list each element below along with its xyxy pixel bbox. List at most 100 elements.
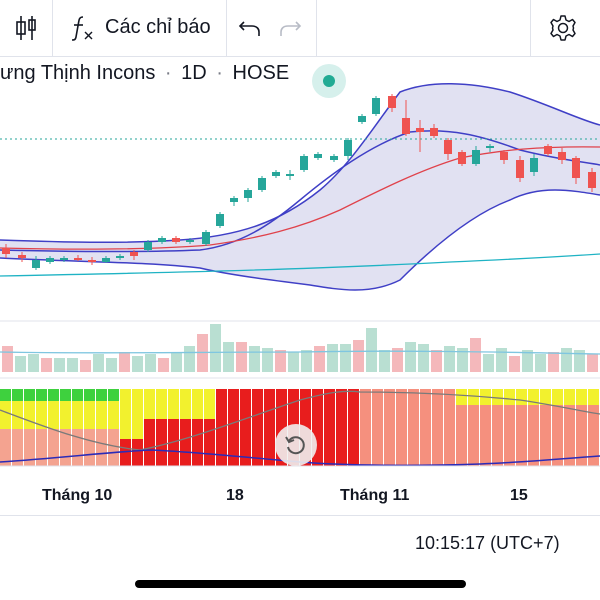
oscillator-bar	[24, 389, 35, 401]
oscillator-bar	[84, 429, 95, 466]
replay-button[interactable]	[275, 424, 317, 466]
candle-body	[588, 172, 596, 188]
candle-body	[158, 238, 166, 242]
candle-body	[172, 238, 180, 242]
oscillator-bar	[456, 405, 467, 466]
function-icon[interactable]	[64, 10, 100, 46]
candle-body	[2, 248, 10, 254]
oscillator-bar	[48, 429, 59, 466]
indicators-button[interactable]: Các chỉ báo	[105, 16, 211, 38]
candle-body	[572, 158, 580, 178]
oscillator-bar	[84, 401, 95, 429]
toolbar: Các chỉ báo	[0, 0, 600, 57]
volume-bar	[210, 324, 221, 372]
oscillator-bar	[108, 389, 119, 401]
oscillator-bar	[12, 429, 23, 466]
redo-icon[interactable]	[272, 10, 308, 46]
volume-bar	[301, 350, 312, 372]
oscillator-bar	[276, 389, 287, 466]
candle-body	[60, 258, 68, 260]
time-axis-label: Tháng 11	[340, 487, 410, 504]
oscillator-bar	[36, 401, 47, 429]
candle-body	[558, 152, 566, 160]
home-indicator[interactable]	[135, 580, 466, 588]
oscillator-bar	[180, 389, 191, 419]
volume-bar	[327, 344, 338, 372]
oscillator-bar	[60, 429, 71, 466]
undo-icon[interactable]	[232, 10, 268, 46]
oscillator-bar	[48, 401, 59, 429]
symbol-separator: ·	[216, 62, 223, 84]
volume-bar	[249, 346, 260, 372]
volume-bar	[2, 346, 13, 372]
oscillator-bar	[252, 389, 263, 466]
volume-bar	[379, 350, 390, 372]
oscillator-bar	[564, 389, 575, 405]
oscillator-bar	[480, 405, 491, 466]
candle-body	[314, 154, 322, 158]
oscillator-bar	[156, 419, 167, 466]
candle-body	[102, 258, 110, 262]
volume-bar	[314, 346, 325, 372]
oscillator-bar	[84, 389, 95, 401]
candle-body	[530, 158, 538, 172]
volume-bar	[15, 356, 26, 372]
oscillator-bar	[0, 389, 11, 401]
volume-bar	[457, 348, 468, 372]
candles-icon[interactable]	[8, 10, 44, 46]
chart-area[interactable]	[0, 0, 600, 520]
oscillator-bar	[12, 401, 23, 429]
symbol-header[interactable]: ưng Thịnh Incons · 1D · HOSE	[0, 62, 289, 102]
time-axis-divider	[0, 515, 600, 516]
ma-cyan-line	[0, 253, 600, 277]
oscillator-bar	[576, 405, 587, 466]
oscillator-bar	[528, 405, 539, 466]
oscillator-bar	[36, 389, 47, 401]
oscillator-bar	[336, 389, 347, 466]
oscillator-bar	[180, 419, 191, 466]
oscillator-bar	[504, 405, 515, 466]
gear-icon[interactable]	[545, 10, 581, 46]
candle-body	[416, 128, 424, 132]
oscillator-bar	[156, 389, 167, 419]
volume-bar	[145, 354, 156, 372]
oscillator-bar	[0, 429, 11, 466]
toolbar-separator	[226, 0, 227, 56]
oscillator-bar	[552, 405, 563, 466]
candle-body	[186, 240, 194, 242]
oscillator-bar	[576, 389, 587, 405]
volume-bar	[223, 342, 234, 372]
oscillator-bar	[240, 389, 251, 466]
candle-body	[216, 214, 224, 226]
volume-bar	[509, 356, 520, 372]
market-status-indicator[interactable]	[312, 64, 346, 98]
volume-bar	[470, 338, 481, 372]
oscillator-bar	[60, 401, 71, 429]
volume-bar	[171, 352, 182, 372]
oscillator-bar	[492, 389, 503, 405]
volume-ma-line	[0, 350, 600, 355]
volume-bar	[561, 348, 572, 372]
oscillator-bar	[48, 389, 59, 401]
candle-body	[32, 260, 40, 268]
toolbar-separator	[316, 0, 317, 56]
volume-bar	[184, 346, 195, 372]
volume-bar	[418, 344, 429, 372]
oscillator-bar	[408, 389, 419, 466]
oscillator-bar	[204, 419, 215, 466]
oscillator-bar	[192, 389, 203, 419]
oscillator-bar	[540, 389, 551, 405]
clock-label[interactable]: 10:15:17 (UTC+7)	[415, 533, 560, 553]
volume-bar	[93, 354, 104, 372]
oscillator-bar	[12, 389, 23, 401]
candle-body	[388, 96, 396, 108]
candle-body	[74, 258, 82, 260]
oscillator-bar	[504, 389, 515, 405]
candle-body	[544, 146, 552, 154]
oscillator-bar	[348, 389, 359, 466]
volume-bar	[54, 358, 65, 372]
oscillator-bar	[0, 401, 11, 429]
candle-body	[272, 172, 280, 176]
toolbar-separator	[52, 0, 53, 56]
candle-body	[458, 152, 466, 164]
